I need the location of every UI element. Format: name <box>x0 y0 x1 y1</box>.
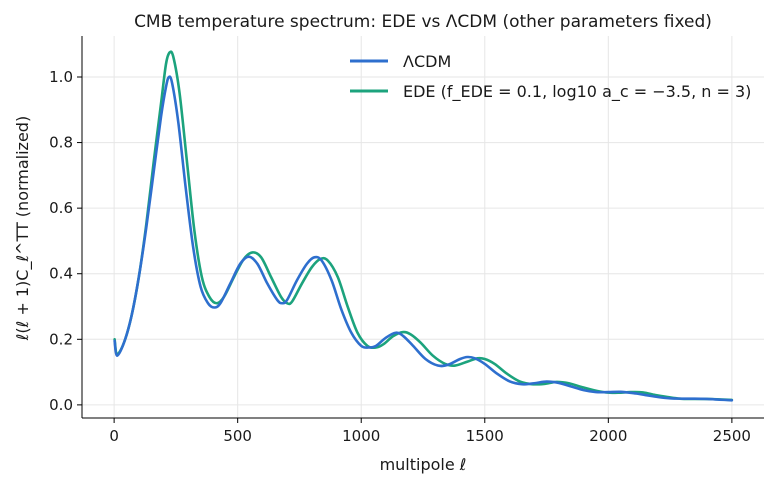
y-tick-label: 0.4 <box>49 265 73 283</box>
axes <box>81 36 764 419</box>
legend-label-ede: EDE (f_EDE = 0.1, log10 a_c = −3.5, n = … <box>403 82 751 102</box>
y-tick-label: 0.6 <box>49 199 73 217</box>
y-ticks: 0.0 0.2 0.4 0.6 0.8 1.0 <box>49 68 82 414</box>
x-ticks: 0 500 1000 1500 2000 2500 <box>109 418 751 445</box>
legend: ΛCDM EDE (f_EDE = 0.1, log10 a_c = −3.5,… <box>350 52 751 102</box>
y-tick-label: 0.8 <box>49 134 73 152</box>
x-tick-label: 500 <box>223 427 252 445</box>
x-tick-label: 0 <box>109 427 119 445</box>
x-tick-label: 2000 <box>589 427 627 445</box>
x-tick-label: 1000 <box>342 427 380 445</box>
x-tick-label: 2500 <box>713 427 751 445</box>
x-axis-label: multipole ℓ <box>380 455 467 474</box>
series-ede-line <box>113 50 734 402</box>
y-tick-label: 0.0 <box>49 396 73 414</box>
y-axis-label: ℓ(ℓ + 1)C_ℓ^TT (normalized) <box>13 116 33 341</box>
y-tick-label: 1.0 <box>49 68 73 86</box>
legend-label-lcdm: ΛCDM <box>403 52 451 71</box>
grid <box>82 36 764 418</box>
plot-lines <box>113 50 734 402</box>
chart-title: CMB temperature spectrum: EDE vs ΛCDM (o… <box>134 12 712 32</box>
y-tick-label: 0.2 <box>49 330 73 348</box>
series-lcdm-line <box>113 75 734 402</box>
x-tick-label: 1500 <box>466 427 504 445</box>
